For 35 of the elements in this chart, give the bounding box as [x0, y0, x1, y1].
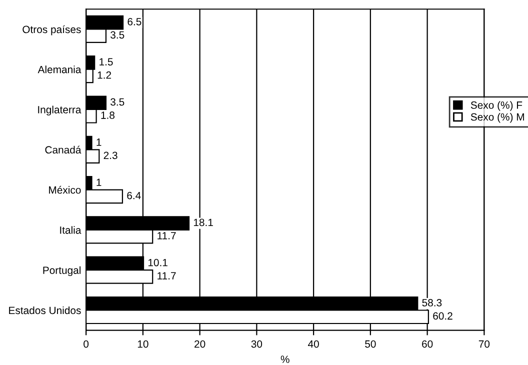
- data-label: 3.5: [110, 98, 124, 106]
- data-label: 11.7: [158, 232, 176, 240]
- data-label: 3.5: [110, 31, 124, 39]
- y-tick-label: Italia: [60, 226, 82, 234]
- x-tick-label: 50: [365, 340, 376, 348]
- data-label: 11.7: [158, 272, 176, 280]
- data-label: 1: [96, 178, 102, 186]
- x-tick-label: 40: [308, 340, 319, 348]
- x-axis-title: %: [280, 356, 290, 363]
- y-tick-label: Estados Unidos: [9, 306, 81, 314]
- legend-label: Sexo (%) F: [470, 101, 522, 111]
- data-label: 6.5: [128, 18, 142, 26]
- x-tick-label: 30: [251, 340, 262, 348]
- data-label: 58.3: [422, 299, 442, 306]
- legend-label: Sexo (%) M: [470, 113, 524, 123]
- data-label: 18.1: [194, 218, 213, 226]
- y-tick-label: Inglaterra: [38, 106, 82, 116]
- x-tick-label: 10: [138, 340, 148, 348]
- x-tick-label: 60: [422, 340, 433, 348]
- data-label: 1.8: [101, 112, 114, 119]
- data-label: 1.2: [98, 71, 112, 79]
- x-tick-label: 0: [84, 340, 89, 348]
- x-tick-label: 70: [478, 340, 490, 348]
- data-label: 6.4: [127, 192, 141, 200]
- y-tick-label: Canadá: [45, 146, 82, 154]
- data-label: 1: [96, 138, 102, 146]
- x-tick-label: 20: [194, 340, 206, 348]
- data-label: 60.2: [433, 312, 452, 320]
- y-tick-label: Otros países: [22, 25, 81, 36]
- data-label: 2.3: [104, 152, 118, 160]
- y-tick-label: Alemania: [38, 66, 82, 74]
- data-label: 10.1: [148, 258, 168, 266]
- data-label: 1.5: [100, 58, 113, 66]
- y-tick-label: Portugal: [43, 266, 81, 276]
- y-tick-label: México: [49, 186, 81, 194]
